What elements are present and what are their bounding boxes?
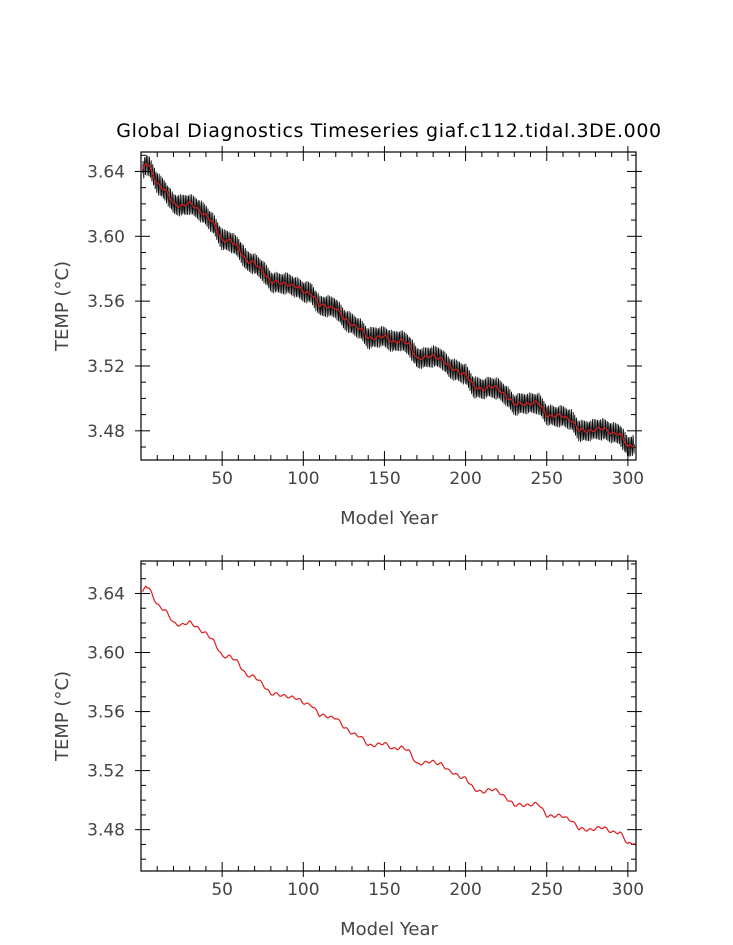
x-tick-label: 300 xyxy=(612,469,644,489)
top-x-axis-label: Model Year xyxy=(340,508,438,529)
y-tick-label: 3.64 xyxy=(87,162,125,182)
y-tick-label: 3.56 xyxy=(87,703,125,723)
bottom-tick-labels: 50 100 150 200 250 300 3.48 3.52 3.56 3.60 3.64 xyxy=(87,584,644,900)
x-tick-label: 150 xyxy=(368,880,400,900)
bottom-y-axis-label: TEMP (°C) xyxy=(52,671,73,762)
annual-mean-temperature-line xyxy=(142,162,635,448)
x-tick-label: 100 xyxy=(287,469,319,489)
y-tick-label: 3.48 xyxy=(87,821,125,841)
x-tick-label: 100 xyxy=(287,880,319,900)
x-tick-label: 200 xyxy=(449,469,481,489)
top-y-axis-label: TEMP (°C) xyxy=(52,261,73,352)
top-plot-frame xyxy=(140,151,637,461)
top-annual-series xyxy=(142,162,635,448)
x-tick-label: 50 xyxy=(211,880,233,900)
y-tick-label: 3.52 xyxy=(87,762,125,782)
x-tick-label: 250 xyxy=(531,469,563,489)
x-tick-label: 150 xyxy=(368,469,400,489)
y-tick-label: 3.48 xyxy=(87,422,125,442)
y-tick-label: 3.64 xyxy=(87,584,125,604)
annual-mean-temperature-line xyxy=(142,585,635,845)
y-tick-label: 3.52 xyxy=(87,357,125,377)
y-tick-label: 3.60 xyxy=(87,644,125,664)
top-tick-labels: 50 100 150 200 250 300 3.48 3.52 3.56 3.60 3.64 xyxy=(87,162,644,489)
bottom-axis-ticks xyxy=(135,555,642,877)
bottom-timeseries-panel: 50 100 150 200 250 300 3.48 3.52 3.56 3.60 3.64 Mo… xyxy=(52,555,644,940)
x-tick-label: 300 xyxy=(612,880,644,900)
bottom-plot-frame xyxy=(140,560,637,872)
figure-title: Global Diagnostics Timeseries giaf.c112.… xyxy=(116,120,661,142)
bottom-annual-series xyxy=(142,585,635,845)
y-tick-label: 3.60 xyxy=(87,227,125,247)
top-timeseries-panel: 50 100 150 200 250 300 3.48 3.52 3.56 3.60 3.64 Mo… xyxy=(52,146,644,529)
x-tick-label: 250 xyxy=(531,880,563,900)
x-tick-label: 50 xyxy=(211,469,233,489)
bottom-x-axis-label: Model Year xyxy=(340,919,438,940)
x-tick-label: 200 xyxy=(449,880,481,900)
y-tick-label: 3.56 xyxy=(87,292,125,312)
